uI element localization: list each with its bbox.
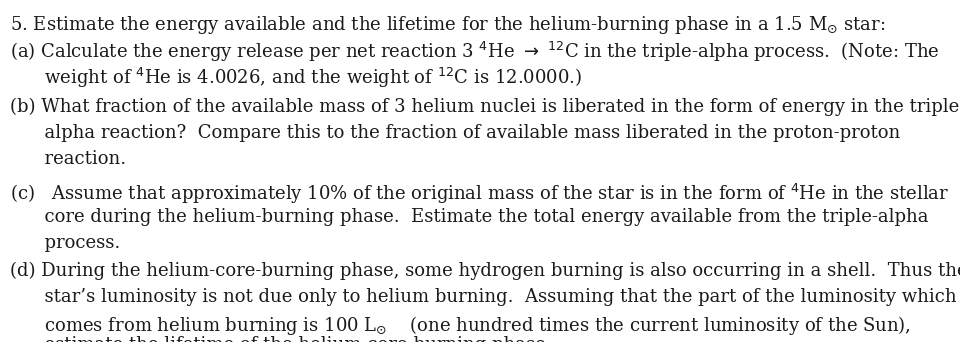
Text: comes from helium burning is 100 L$_{\odot}$    (one hundred times the current l: comes from helium burning is 100 L$_{\od… [10,314,911,337]
Text: star’s luminosity is not due only to helium burning.  Assuming that the part of : star’s luminosity is not due only to hel… [10,288,956,306]
Text: estimate the lifetime of the helium-core-burning phase.: estimate the lifetime of the helium-core… [10,336,552,342]
Text: (b) What fraction of the available mass of 3 helium nuclei is liberated in the f: (b) What fraction of the available mass … [10,98,960,116]
Text: (d) During the helium-core-burning phase, some hydrogen burning is also occurrin: (d) During the helium-core-burning phase… [10,262,960,280]
Text: core during the helium-burning phase.  Estimate the total energy available from : core during the helium-burning phase. Es… [10,208,928,226]
Text: reaction.: reaction. [10,150,126,168]
Text: (c)   Assume that approximately 10% of the original mass of the star is in the f: (c) Assume that approximately 10% of the… [10,182,949,206]
Text: (a) Calculate the energy release per net reaction 3 $^{4}$He $\rightarrow$ $^{12: (a) Calculate the energy release per net… [10,40,940,64]
Text: 5. Estimate the energy available and the lifetime for the helium-burning phase i: 5. Estimate the energy available and the… [10,14,885,36]
Text: weight of $^{4}$He is 4.0026, and the weight of $^{12}$C is 12.0000.): weight of $^{4}$He is 4.0026, and the we… [10,66,582,90]
Text: alpha reaction?  Compare this to the fraction of available mass liberated in the: alpha reaction? Compare this to the frac… [10,124,900,142]
Text: process.: process. [10,234,120,252]
